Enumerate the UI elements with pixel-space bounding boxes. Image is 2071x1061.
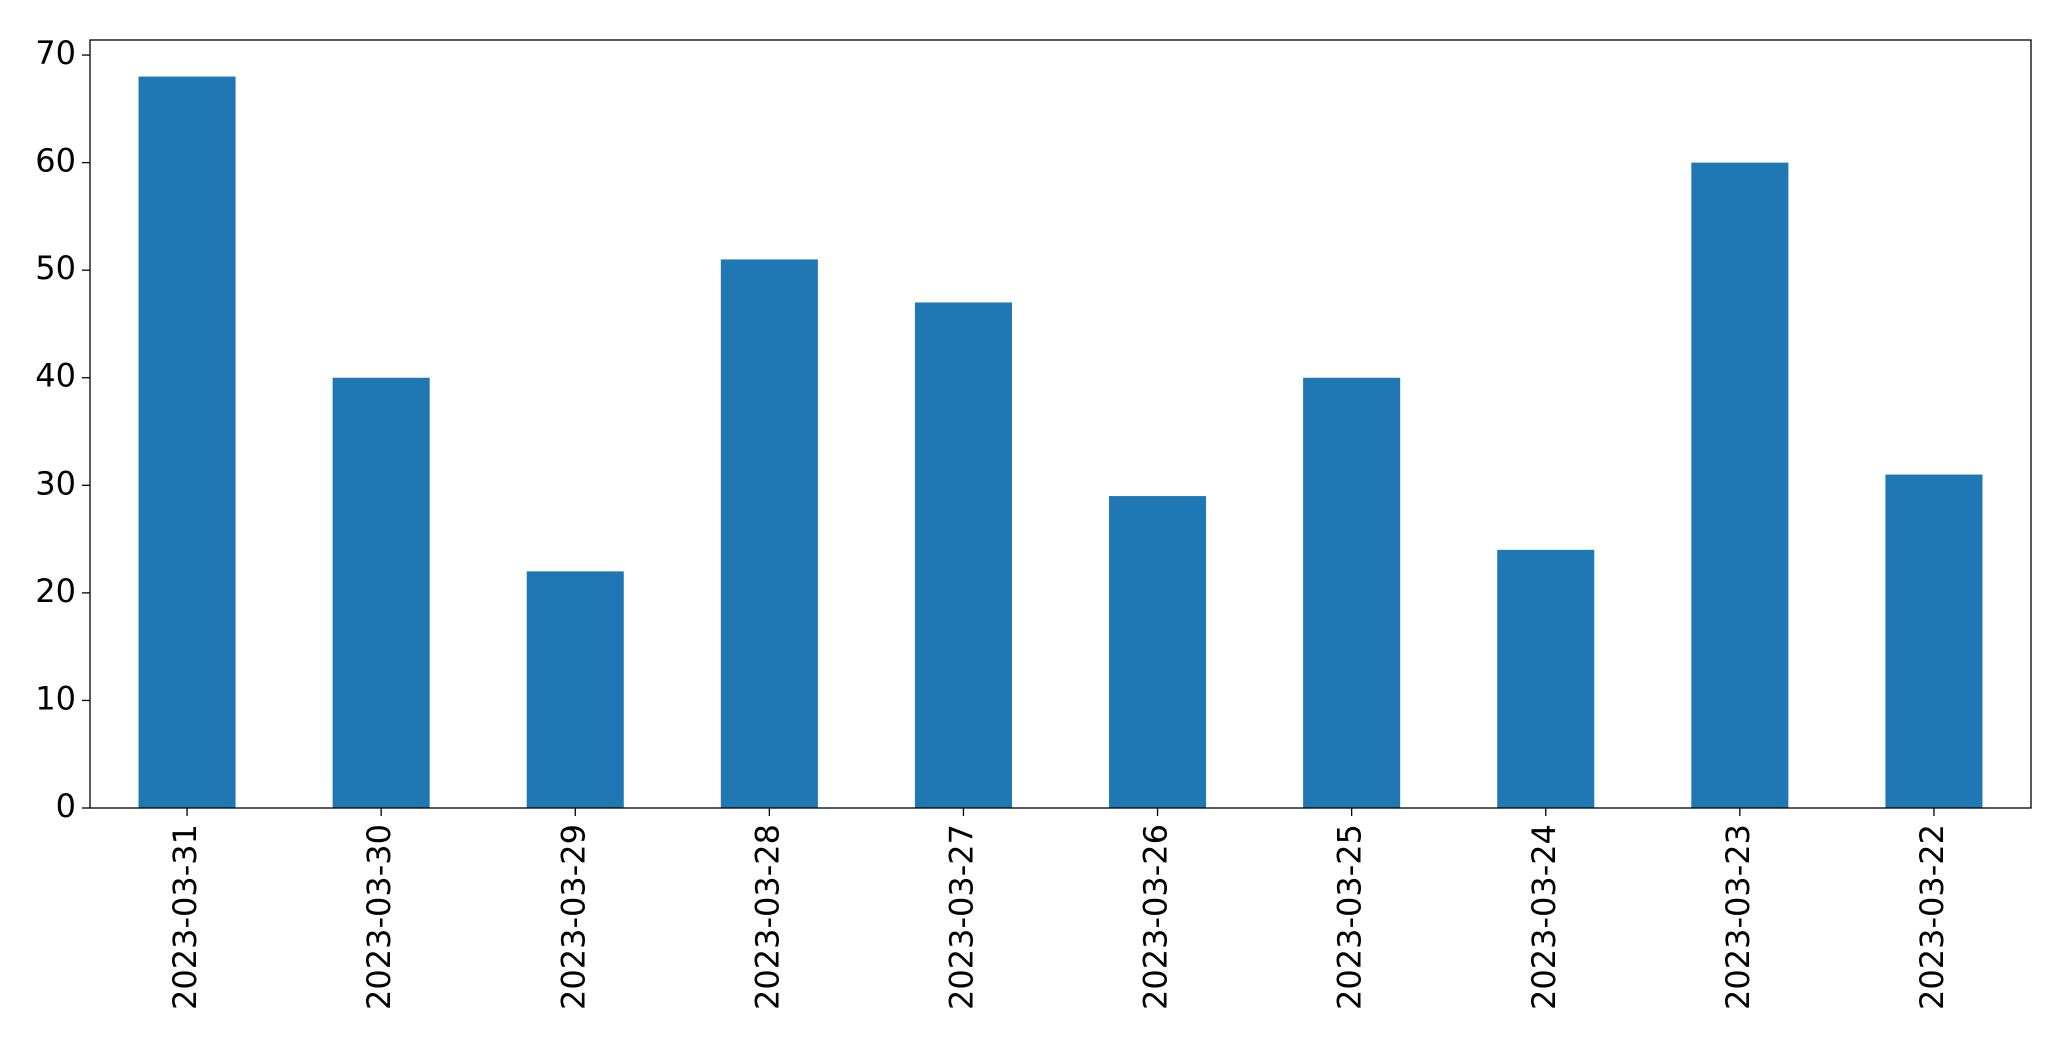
y-tick-label: 50 (35, 249, 76, 287)
plot-frame (89, 39, 2032, 809)
x-tick-label: 2023-03-24 (1525, 824, 1563, 1010)
x-tick-label: 2023-03-31 (166, 824, 204, 1010)
bar (1497, 549, 1595, 808)
bar (720, 259, 818, 808)
bar (138, 76, 236, 809)
y-tick-label: 20 (35, 572, 76, 610)
x-tick-label: 2023-03-27 (942, 824, 980, 1010)
bar (914, 302, 1012, 808)
x-tick-label: 2023-03-23 (1719, 824, 1757, 1010)
bar (1109, 496, 1207, 808)
bar (1691, 162, 1789, 809)
y-tick-label: 0 (56, 787, 76, 825)
bar (526, 571, 624, 808)
bar (332, 377, 430, 808)
x-tick-label: 2023-03-29 (554, 824, 592, 1010)
y-tick-label: 60 (35, 142, 76, 180)
bar (1885, 474, 1983, 808)
y-tick-label: 30 (35, 464, 76, 502)
bar (1303, 377, 1401, 808)
x-tick-label: 2023-03-25 (1331, 824, 1369, 1010)
x-tick-label: 2023-03-22 (1913, 824, 1951, 1010)
y-tick-label: 10 (35, 679, 76, 717)
y-tick-label: 40 (35, 357, 76, 395)
x-tick-label: 2023-03-30 (360, 824, 398, 1010)
x-tick-label: 2023-03-26 (1137, 824, 1175, 1010)
y-tick-label: 70 (35, 34, 76, 72)
x-tick-label: 2023-03-28 (748, 824, 786, 1010)
